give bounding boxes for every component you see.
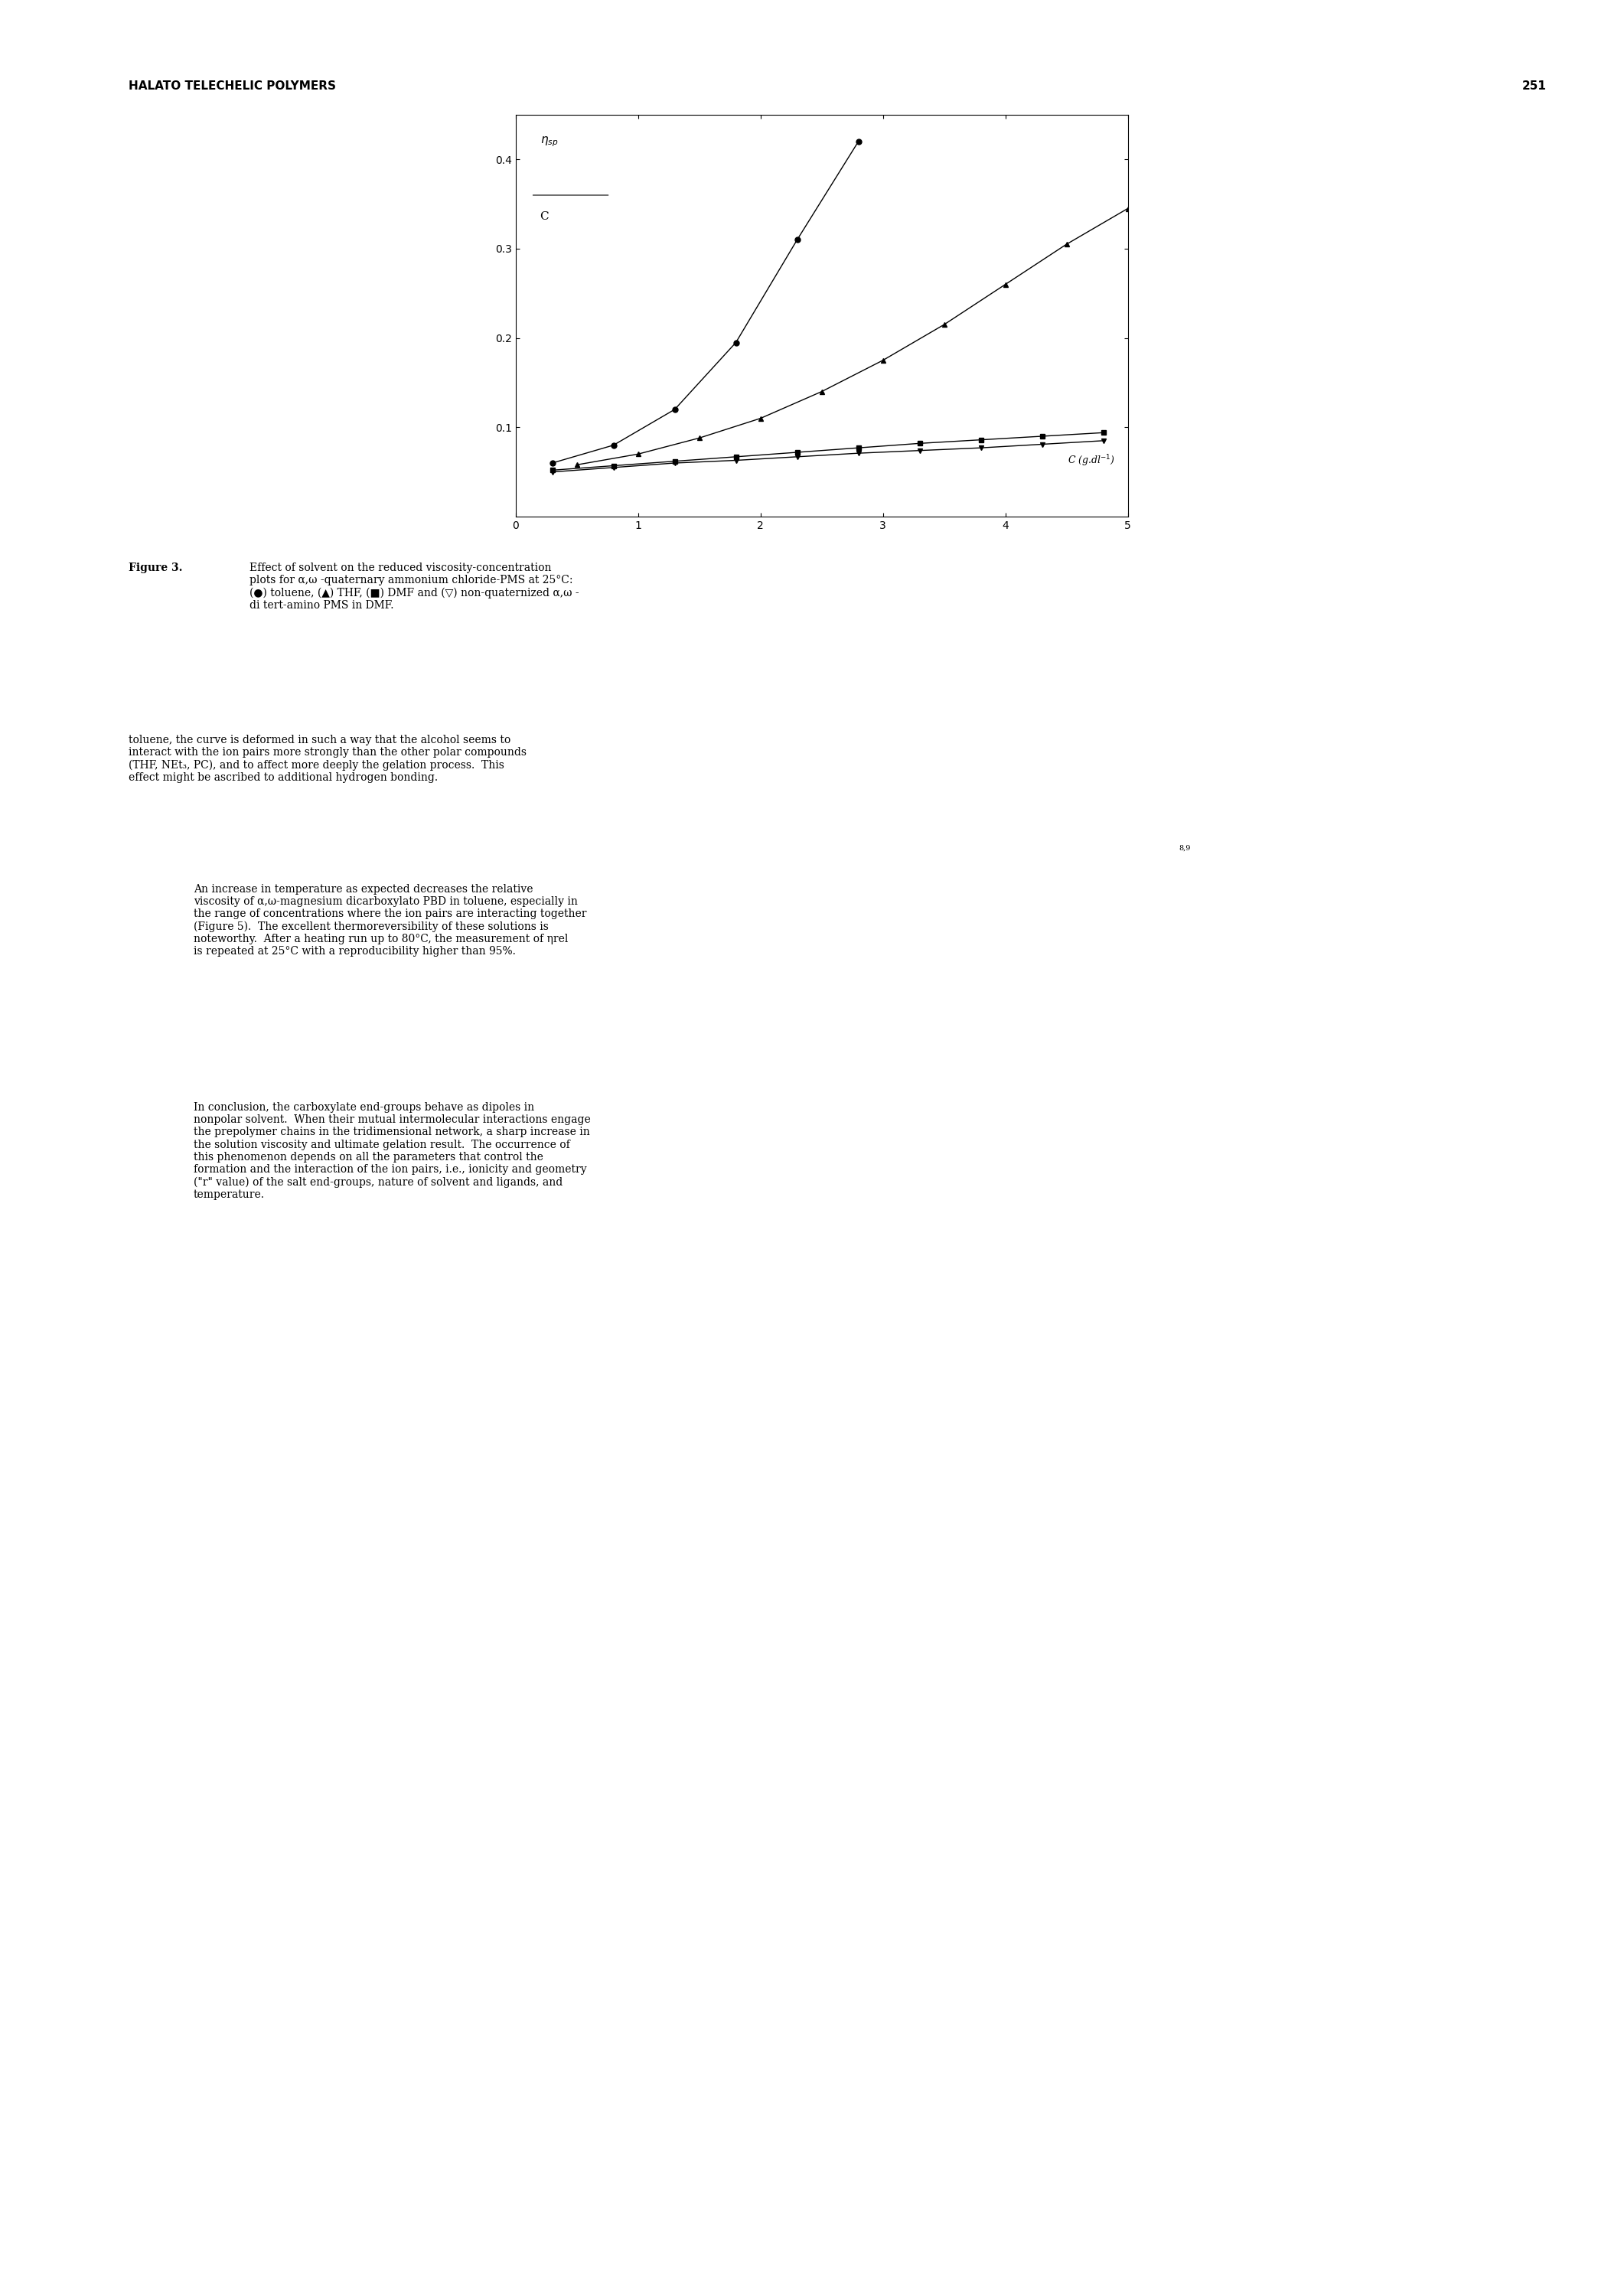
Text: Figure 3.: Figure 3.	[129, 563, 182, 574]
Text: toluene, the curve is deformed in such a way that the alcohol seems to
interact : toluene, the curve is deformed in such a…	[129, 735, 527, 783]
Text: 251: 251	[1522, 80, 1547, 92]
Text: C (g.dl$^{-1}$): C (g.dl$^{-1}$)	[1068, 452, 1115, 468]
Text: 8,9: 8,9	[1179, 845, 1191, 852]
Text: An increase in temperature as expected decreases the relative
viscosity of α,ω-m: An increase in temperature as expected d…	[193, 884, 586, 957]
Text: C: C	[540, 211, 549, 223]
Text: HALATO TELECHELIC POLYMERS: HALATO TELECHELIC POLYMERS	[129, 80, 337, 92]
Text: $\eta_{sp}$: $\eta_{sp}$	[540, 135, 557, 149]
Text: In conclusion, the carboxylate end-groups behave as dipoles in
nonpolar solvent.: In conclusion, the carboxylate end-group…	[193, 1102, 590, 1201]
Text: Effect of solvent on the reduced viscosity-concentration
plots for α,ω -quaterna: Effect of solvent on the reduced viscosi…	[250, 563, 580, 611]
